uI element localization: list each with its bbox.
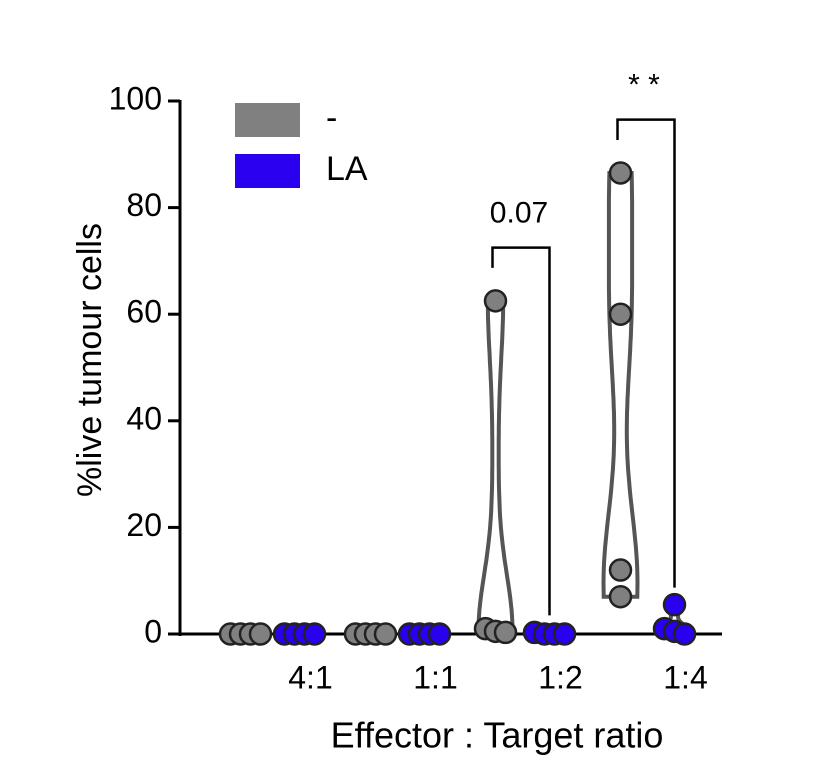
y-tick-label: 80 <box>126 187 162 223</box>
data-point <box>552 622 577 646</box>
legend-label: - <box>326 99 337 137</box>
significance-bracket <box>616 118 676 588</box>
x-tick-label: 1:1 <box>413 659 457 695</box>
data-point <box>608 161 633 185</box>
data-point <box>662 592 687 617</box>
x-tick-label: 1:4 <box>663 659 707 695</box>
legend-swatch <box>235 103 300 137</box>
y-tick-label: 20 <box>126 507 162 543</box>
y-tick-label: 40 <box>126 400 162 436</box>
y-tick-label: 100 <box>109 80 162 116</box>
data-point <box>608 558 633 582</box>
data-point <box>248 622 273 646</box>
y-axis-label: %live tumour cells <box>71 223 109 497</box>
data-point <box>608 302 633 326</box>
data-point <box>483 289 508 313</box>
violin <box>476 298 515 635</box>
data-point <box>373 622 398 646</box>
data-point <box>302 622 327 646</box>
x-tick-label: 1:2 <box>538 659 582 695</box>
legend-swatch <box>235 154 300 188</box>
data-point <box>427 622 452 646</box>
significance-label: 0.07 <box>490 196 548 229</box>
significance-label: * * <box>628 69 660 102</box>
y-tick-label: 60 <box>126 294 162 330</box>
significance-bracket <box>491 246 551 616</box>
legend-label: LA <box>326 150 368 188</box>
x-tick-label: 4:1 <box>288 659 332 695</box>
y-tick-label: 0 <box>144 613 162 649</box>
data-point <box>608 584 633 609</box>
x-axis-label: Effector : Target ratio <box>331 715 664 756</box>
data-point <box>493 620 518 645</box>
data-point <box>672 622 697 646</box>
violin <box>601 171 640 599</box>
